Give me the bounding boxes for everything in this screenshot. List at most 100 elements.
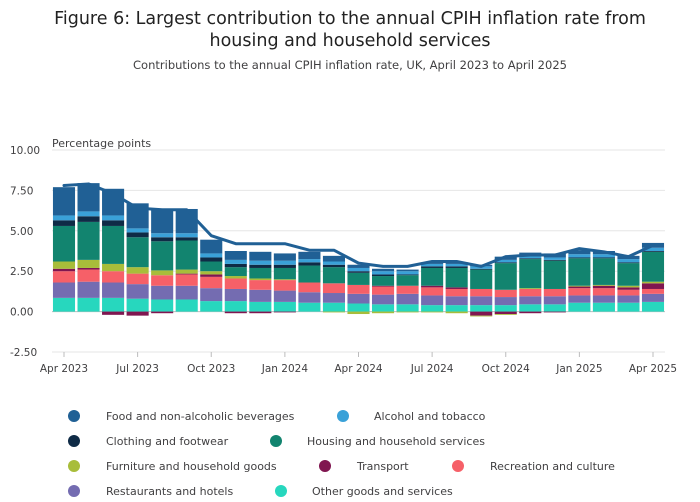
bar-segment bbox=[519, 259, 542, 289]
bar-segment bbox=[494, 311, 517, 315]
bar-segment bbox=[298, 251, 321, 260]
bar-segment bbox=[52, 225, 76, 262]
bar-segment bbox=[494, 262, 517, 264]
bar-segment bbox=[617, 262, 640, 264]
bar-segment bbox=[519, 288, 542, 289]
bar-segment bbox=[519, 304, 542, 312]
bar-segment bbox=[371, 271, 395, 275]
bar-segment bbox=[347, 272, 370, 285]
bar-segment bbox=[273, 279, 296, 281]
bar-segment bbox=[200, 274, 223, 277]
bar-segment bbox=[421, 263, 444, 267]
bar-segment bbox=[175, 273, 198, 275]
bar-segment bbox=[641, 293, 665, 302]
bar-segment bbox=[151, 275, 174, 286]
bar-segment bbox=[519, 296, 542, 305]
bar-segment bbox=[617, 302, 640, 312]
legend-label: Recreation and culture bbox=[490, 460, 615, 473]
bar-segment bbox=[617, 287, 640, 290]
bar-segment bbox=[322, 283, 346, 294]
bar-segment bbox=[641, 251, 665, 282]
bar-segment bbox=[126, 237, 149, 268]
legend-marker bbox=[270, 435, 282, 447]
bar-segment bbox=[77, 259, 100, 268]
bar-segment bbox=[347, 284, 370, 294]
x-tick-label: Oct 2023 bbox=[187, 363, 235, 375]
bar-segment bbox=[470, 268, 493, 270]
bar-segment bbox=[543, 288, 566, 297]
bar-segment bbox=[77, 216, 100, 222]
bar-segment bbox=[298, 259, 321, 263]
cpih-line bbox=[62, 182, 655, 268]
legend-label: Housing and household services bbox=[307, 435, 485, 448]
bar-segment bbox=[371, 311, 395, 314]
bar-segment bbox=[568, 250, 591, 255]
bar-segment bbox=[200, 276, 223, 289]
x-tick-label: Oct 2024 bbox=[482, 363, 531, 375]
bar-segment bbox=[371, 304, 395, 312]
bar-segment bbox=[249, 301, 272, 312]
bar-segment bbox=[322, 255, 346, 262]
bar-segment bbox=[396, 275, 419, 286]
y-tick-label: 5.00 bbox=[10, 226, 33, 238]
bar-segment bbox=[568, 288, 591, 296]
bar-segment bbox=[592, 284, 615, 286]
bar-segment bbox=[371, 286, 395, 295]
bar-segment bbox=[421, 266, 444, 268]
bar-segment bbox=[641, 251, 665, 252]
bar-segment bbox=[445, 305, 468, 312]
bar-segment bbox=[77, 211, 100, 217]
bar-segment bbox=[77, 221, 100, 260]
bar-segment bbox=[568, 257, 591, 259]
bar-segment bbox=[347, 267, 370, 272]
bar-segment bbox=[371, 274, 395, 277]
bar-segment bbox=[52, 261, 76, 269]
bar-segment bbox=[77, 183, 100, 212]
legend-marker bbox=[68, 460, 80, 472]
bar-segment bbox=[77, 267, 100, 270]
bar-segment bbox=[641, 301, 665, 312]
bar-segment bbox=[421, 305, 444, 312]
bar-segment bbox=[592, 285, 615, 289]
bar-segment bbox=[273, 301, 296, 312]
y-tick-label: -2.50 bbox=[10, 347, 37, 359]
bar-segment bbox=[617, 259, 640, 263]
bar-segment bbox=[249, 264, 272, 268]
bar-segment bbox=[396, 271, 419, 275]
bar-segment bbox=[298, 265, 321, 283]
legend-marker bbox=[319, 460, 331, 472]
bar-segment bbox=[494, 297, 517, 306]
bar-segment bbox=[396, 269, 419, 272]
bar-segment bbox=[470, 296, 493, 306]
bar-segment bbox=[102, 297, 125, 312]
bar-segment bbox=[224, 259, 247, 264]
bar-segment bbox=[52, 271, 76, 283]
bar-segment bbox=[273, 280, 296, 291]
bar-segment bbox=[592, 295, 615, 303]
y-tick-label: 7.50 bbox=[10, 185, 33, 197]
bar-segment bbox=[445, 266, 468, 268]
bar-segment bbox=[151, 208, 174, 234]
bar-segment bbox=[592, 257, 615, 259]
bar-segment bbox=[396, 311, 419, 313]
bar-segment bbox=[200, 253, 223, 258]
bar-segment bbox=[200, 257, 223, 262]
bar-segment bbox=[519, 288, 542, 297]
bar-segment bbox=[298, 302, 321, 312]
bar-segment bbox=[641, 281, 665, 284]
bar-segment bbox=[102, 282, 125, 298]
bar-segment bbox=[421, 287, 444, 296]
y-axis-label: Percentage points bbox=[52, 137, 151, 150]
bar-segment bbox=[224, 276, 247, 279]
legend-marker bbox=[452, 460, 464, 472]
bar-segment bbox=[126, 298, 149, 312]
bar-segment bbox=[617, 289, 640, 296]
bar-segment bbox=[543, 259, 566, 261]
bar-segment bbox=[298, 262, 321, 266]
bar-segment bbox=[200, 301, 223, 312]
legend-marker bbox=[68, 485, 80, 497]
chart-title-line-2: housing and household services bbox=[209, 31, 491, 51]
bar-segment bbox=[396, 274, 419, 276]
bar-segment bbox=[151, 285, 174, 300]
